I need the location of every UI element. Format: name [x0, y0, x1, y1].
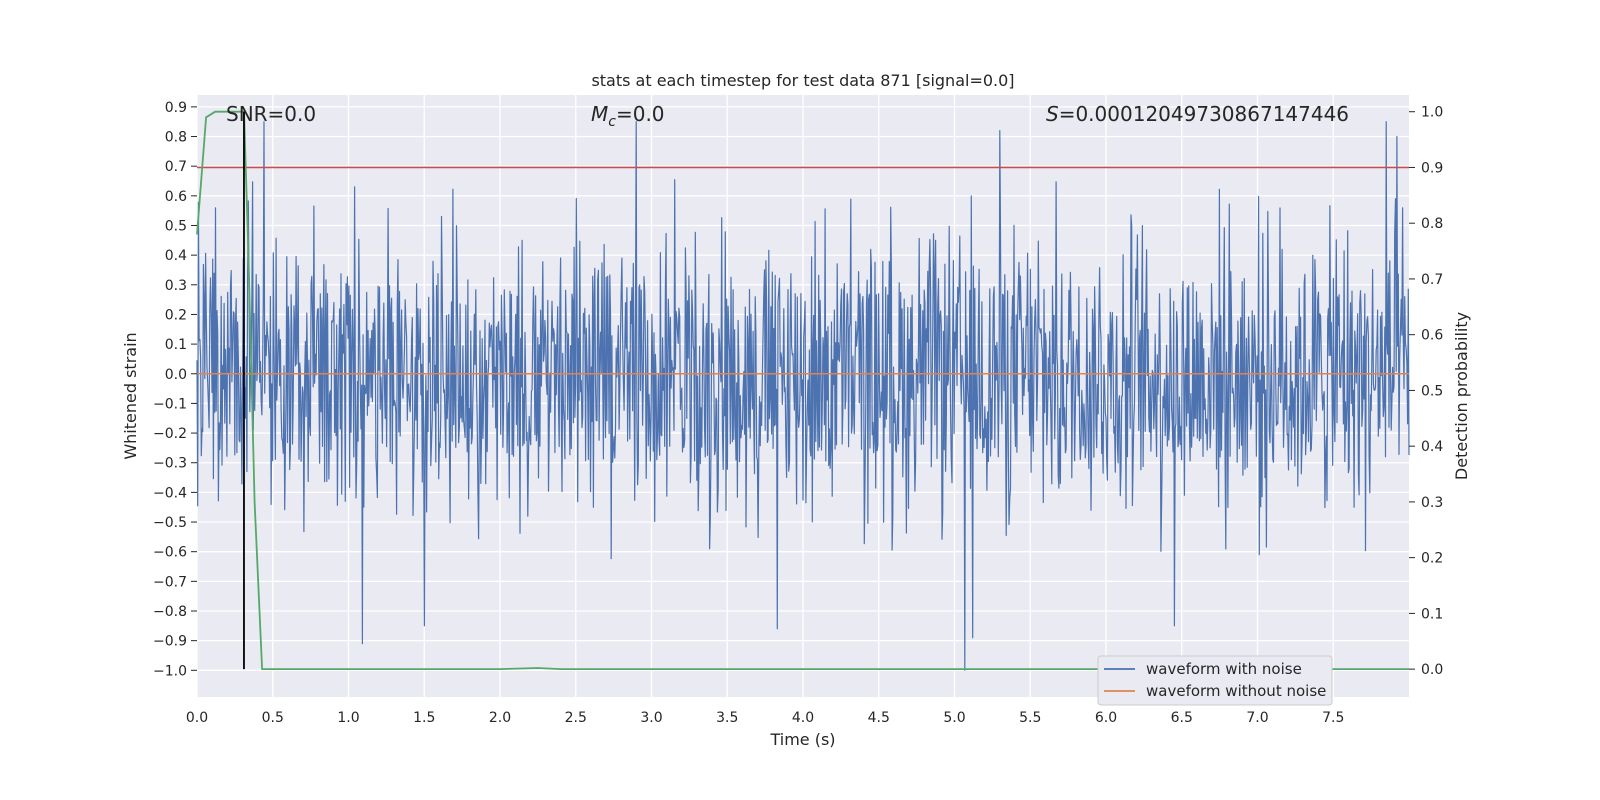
- detection-probability-line: [196, 110, 1409, 670]
- y-tick-label: 0.5: [165, 218, 187, 234]
- y2-tick-label: 0.9: [1421, 160, 1443, 176]
- y-tick-label: 0.3: [165, 278, 187, 294]
- x-tick-label: 3.0: [640, 710, 662, 726]
- y-tick-label: −0.8: [153, 604, 187, 620]
- y-tick-label: −0.6: [153, 545, 187, 561]
- y2-tick-label: 0.8: [1421, 216, 1443, 232]
- legend-box: [1097, 655, 1333, 706]
- y2-tick-label: 0.4: [1421, 439, 1443, 455]
- mc-symbol: M: [591, 102, 608, 126]
- y-tick-label: 0.7: [165, 159, 187, 175]
- y2-tick-label: 0.7: [1421, 272, 1443, 288]
- y2-tick-label: 0.1: [1421, 606, 1443, 622]
- y2-tick-label: 0.5: [1421, 383, 1443, 399]
- x-tick-label: 4.5: [868, 710, 890, 726]
- y-tick-label: −0.9: [153, 634, 187, 650]
- y-tick-label: −0.2: [153, 426, 187, 442]
- y-ticks: 0.9 0.8 0.7 0.6 0.5 0.4 0.3 0.2 0.1 0.0 −0.1 −0.2 −0…: [153, 100, 197, 679]
- annotation-snr: SNR=0.0: [226, 102, 316, 126]
- y-tick-label: −0.4: [153, 485, 187, 501]
- chart-title: stats at each timestep for test data 871…: [591, 71, 1014, 90]
- y2-axis-label: Detection probability: [1452, 312, 1471, 480]
- y-tick-label: 0.4: [165, 248, 187, 264]
- y2-ticks: 1.0 0.9 0.8 0.7 0.6 0.5 0.4 0.3 0.2 0.1 0.0: [1409, 105, 1443, 678]
- x-tick-label: 7.5: [1322, 710, 1344, 726]
- x-tick-label: 2.5: [565, 710, 587, 726]
- noise-series: [196, 121, 1410, 671]
- x-axis-label: Time (s): [769, 730, 835, 749]
- x-tick-label: 1.5: [413, 710, 435, 726]
- waveform-with-noise-line: [196, 121, 1410, 671]
- x-tick-label: 3.5: [716, 710, 738, 726]
- x-tick-label: 5.0: [943, 710, 965, 726]
- legend: waveform with noise waveform without noi…: [1097, 655, 1333, 706]
- y2-tick-label: 1.0: [1421, 105, 1443, 121]
- y-tick-label: −0.5: [153, 515, 187, 531]
- x-tick-label: 1.0: [337, 710, 359, 726]
- x-tick-label: 0.5: [262, 710, 284, 726]
- y-tick-label: −0.7: [153, 574, 187, 590]
- y-tick-label: 0.9: [165, 100, 187, 116]
- y-tick-label: 0.8: [165, 130, 187, 146]
- y2-tick-label: 0.6: [1421, 328, 1443, 344]
- x-tick-label: 6.0: [1095, 710, 1117, 726]
- y-tick-label: −0.3: [153, 456, 187, 472]
- y-tick-label: −0.1: [153, 396, 187, 412]
- legend-label-clean: waveform without noise: [1146, 682, 1326, 700]
- x-tick-label: 7.0: [1246, 710, 1268, 726]
- x-tick-label: 2.0: [489, 710, 511, 726]
- x-tick-label: 0.0: [186, 710, 208, 726]
- x-tick-label: 5.5: [1019, 710, 1041, 726]
- x-ticks: 0.0 0.5 1.0 1.5 2.0 2.5 3.0 3.5 4.0 4.5 5.0 5.5 6.0 6…: [186, 710, 1345, 726]
- s-value: =0.00012049730867147446: [1059, 102, 1349, 126]
- legend-label-noise: waveform with noise: [1146, 660, 1302, 678]
- s-symbol: S: [1046, 102, 1059, 126]
- x-tick-label: 6.5: [1171, 710, 1193, 726]
- annotation-mc: Mc=0.0: [591, 102, 665, 130]
- y2-tick-label: 0.0: [1421, 662, 1443, 678]
- y-tick-label: 0.1: [165, 337, 187, 353]
- y-tick-label: 0.0: [165, 367, 187, 383]
- y-axis-label: Whitened strain: [121, 332, 140, 459]
- mc-subscript: c: [608, 114, 616, 130]
- y-tick-label: 0.6: [165, 189, 187, 205]
- y2-tick-label: 0.2: [1421, 551, 1443, 567]
- mc-value: =0.0: [616, 102, 665, 126]
- y-tick-label: 0.2: [165, 307, 187, 323]
- annotation-s: S=0.00012049730867147446: [1046, 102, 1349, 126]
- y-tick-label: −1.0: [153, 663, 187, 679]
- x-tick-label: 4.0: [792, 710, 814, 726]
- y2-tick-label: 0.3: [1421, 495, 1443, 511]
